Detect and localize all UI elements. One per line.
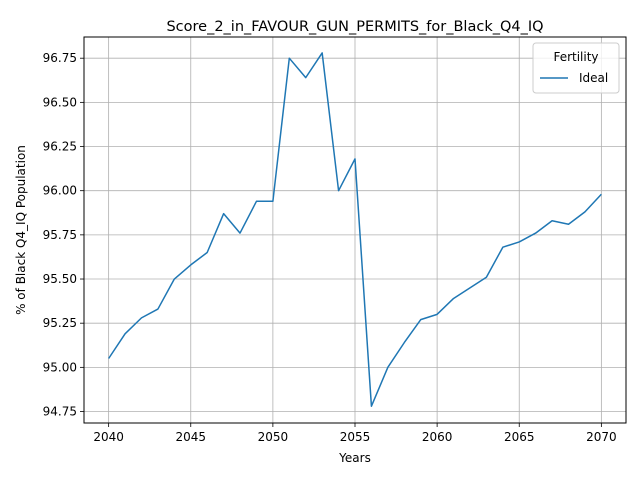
x-tick-label: 2070 [586, 430, 617, 444]
y-tick-label: 95.75 [43, 228, 77, 242]
x-tick-label: 2055 [340, 430, 371, 444]
grid [84, 37, 626, 423]
x-tick-label: 2050 [258, 430, 289, 444]
legend-label-ideal: Ideal [579, 71, 608, 85]
y-tick-label: 94.75 [43, 405, 77, 419]
x-tick-label: 2060 [422, 430, 453, 444]
x-tick-label: 2045 [175, 430, 206, 444]
y-axis-ticks: 94.75 95.00 95.25 95.50 95.75 96.00 96.25 96.50… [43, 51, 84, 419]
y-tick-label: 96.25 [43, 140, 77, 154]
y-tick-label: 96.00 [43, 184, 77, 198]
x-tick-label: 2040 [93, 430, 124, 444]
legend-box [532, 42, 620, 94]
y-tick-label: 95.50 [43, 272, 77, 286]
y-tick-label: 96.75 [43, 51, 77, 65]
chart-title: Score_2_in_FAVOUR_GUN_PERMITS_for_Black_… [166, 19, 543, 35]
y-tick-label: 95.00 [43, 360, 77, 374]
series-lines [108, 52, 602, 407]
y-axis-label: % of Black Q4_IQ Population [14, 145, 28, 315]
y-tick-label: 96.50 [43, 95, 77, 109]
x-axis-ticks: 2040 2045 2050 2055 2060 2065 2070 [93, 423, 617, 444]
x-axis-label: Years [338, 451, 371, 465]
y-tick-label: 95.25 [43, 316, 77, 330]
legend: Fertility Ideal [532, 42, 620, 94]
legend-title: Fertility [553, 50, 598, 64]
series-line-ideal [108, 52, 602, 407]
x-tick-label: 2065 [504, 430, 535, 444]
